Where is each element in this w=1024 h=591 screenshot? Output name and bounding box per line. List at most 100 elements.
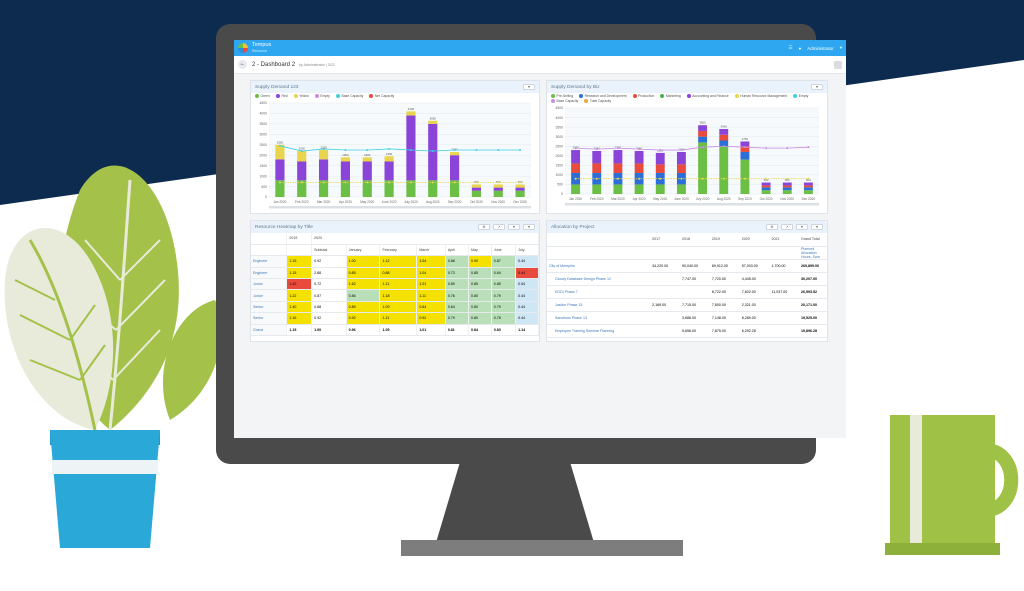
bar-segment[interactable]	[676, 184, 686, 195]
settings-icon[interactable]: ⚙	[478, 224, 490, 230]
horizontal-scrollbar[interactable]	[269, 206, 531, 209]
chevron-down-icon[interactable]: ▾	[839, 45, 842, 50]
legend-item[interactable]: Net Capacity	[369, 94, 394, 99]
line-point[interactable]	[743, 177, 746, 180]
bar-segment[interactable]	[676, 164, 686, 174]
row-header[interactable]: Senior	[251, 301, 288, 314]
line-point[interactable]	[701, 146, 704, 149]
project-name[interactable]: EDDI Phase 7	[547, 285, 651, 299]
bar-segment[interactable]	[318, 159, 329, 181]
tempus-logo-icon[interactable]	[238, 43, 248, 53]
line-point[interactable]	[344, 181, 347, 184]
bar-segment[interactable]	[449, 155, 460, 181]
legend-item[interactable]: Total Capacity	[584, 99, 611, 104]
bar-segment[interactable]	[362, 161, 372, 181]
year-header[interactable]: 2020	[311, 233, 539, 245]
bar-segment[interactable]	[719, 129, 729, 135]
line-point[interactable]	[722, 177, 725, 180]
bar-segment[interactable]	[318, 180, 329, 198]
line-point[interactable]	[497, 149, 500, 152]
column-header[interactable]: Grand Total	[799, 233, 827, 247]
row-header[interactable]: Junior	[251, 278, 288, 291]
legend-item[interactable]: Yellow	[293, 94, 309, 99]
column-header[interactable]: 2017	[650, 233, 681, 247]
bar-segment[interactable]	[613, 150, 623, 164]
project-name[interactable]: City of Memphis	[547, 259, 651, 273]
line-point[interactable]	[431, 150, 434, 153]
bar-segment[interactable]	[719, 134, 729, 141]
export-icon[interactable]: ▼	[523, 84, 535, 90]
line-point[interactable]	[680, 149, 683, 152]
bar-segment[interactable]	[719, 146, 729, 195]
bar-segment[interactable]	[384, 156, 394, 162]
line-point[interactable]	[701, 177, 704, 180]
column-header[interactable]: July	[515, 244, 539, 257]
bar-segment[interactable]	[449, 152, 460, 156]
bar-segment[interactable]	[676, 152, 686, 165]
bar-segment[interactable]	[362, 157, 372, 162]
line-point[interactable]	[388, 181, 391, 184]
row-header[interactable]: Senior	[251, 312, 288, 325]
bar-segment[interactable]	[761, 190, 771, 195]
column-header[interactable]: 2020	[739, 233, 770, 247]
bar-segment[interactable]	[297, 180, 307, 198]
bar-segment[interactable]	[428, 123, 438, 181]
bar-segment[interactable]	[515, 184, 525, 188]
line-point[interactable]	[722, 145, 725, 148]
bar-segment[interactable]	[655, 164, 665, 174]
bar-segment[interactable]	[428, 180, 438, 198]
legend-item[interactable]: Human Resource Management	[734, 94, 787, 99]
column-header[interactable]: June	[491, 244, 517, 257]
bar-segment[interactable]	[782, 185, 792, 188]
row-header[interactable]: Engineer	[251, 255, 288, 268]
legend-item[interactable]: Red	[275, 94, 288, 99]
bar-segment[interactable]	[782, 182, 792, 186]
expand-icon[interactable]: ↗	[781, 224, 793, 230]
export-icon[interactable]: ▼	[796, 224, 808, 230]
bar-segment[interactable]	[761, 185, 771, 188]
bar-segment[interactable]	[471, 190, 482, 198]
horizontal-scrollbar[interactable]	[565, 203, 819, 206]
column-header[interactable]: Subtotal	[311, 244, 347, 257]
bar-segment[interactable]	[406, 111, 416, 116]
bar-segment[interactable]	[698, 125, 708, 132]
project-name[interactable]: Justice Phase 15	[547, 298, 651, 312]
line-point[interactable]	[475, 149, 478, 152]
bar-segment[interactable]	[634, 151, 644, 164]
bar-segment[interactable]	[655, 184, 665, 195]
bar-segment[interactable]	[740, 146, 750, 153]
line-point[interactable]	[765, 147, 768, 150]
bar-segment[interactable]	[719, 140, 729, 147]
expand-icon[interactable]: ↗	[493, 224, 505, 230]
bar-segment[interactable]	[340, 161, 351, 181]
bar-segment[interactable]	[449, 180, 460, 198]
filter-icon[interactable]: ▼	[811, 224, 823, 230]
column-header[interactable]: March	[416, 244, 446, 257]
line-point[interactable]	[743, 146, 746, 149]
column-header[interactable]: 2018	[680, 233, 710, 247]
bar-segment[interactable]	[384, 161, 394, 181]
column-header[interactable]: May	[468, 244, 492, 257]
bar-segment[interactable]	[275, 144, 285, 160]
year-header[interactable]: 2019	[286, 233, 313, 245]
line-point[interactable]	[322, 148, 325, 151]
bar-segment[interactable]	[803, 182, 813, 186]
line-point[interactable]	[765, 177, 768, 180]
legend-item[interactable]: Empty	[793, 94, 808, 99]
bar-segment[interactable]	[698, 136, 708, 143]
line-point[interactable]	[278, 144, 281, 147]
bar-segment[interactable]	[406, 115, 416, 181]
line-point[interactable]	[366, 181, 369, 184]
back-arrow-icon[interactable]: ←	[238, 60, 247, 69]
bar-segment[interactable]	[592, 184, 602, 195]
line-point[interactable]	[497, 181, 500, 184]
bar-segment[interactable]	[318, 150, 329, 160]
bar-segment[interactable]	[340, 180, 351, 198]
menu-icon[interactable]: ☰	[788, 45, 793, 50]
export-icon[interactable]: ▼	[811, 84, 823, 90]
dashboard-options-icon[interactable]	[834, 60, 842, 69]
line-point[interactable]	[616, 147, 619, 150]
line-point[interactable]	[659, 177, 662, 180]
column-header[interactable]: 2021	[769, 233, 799, 247]
line-point[interactable]	[638, 177, 641, 180]
